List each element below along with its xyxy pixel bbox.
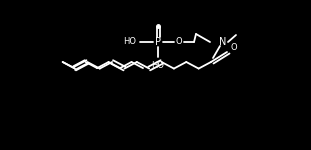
Text: N: N [219,37,227,47]
Text: O: O [231,44,237,52]
Text: HO: HO [123,38,137,46]
Text: HO: HO [151,60,165,69]
Text: P: P [155,37,161,47]
Text: O: O [176,38,182,46]
